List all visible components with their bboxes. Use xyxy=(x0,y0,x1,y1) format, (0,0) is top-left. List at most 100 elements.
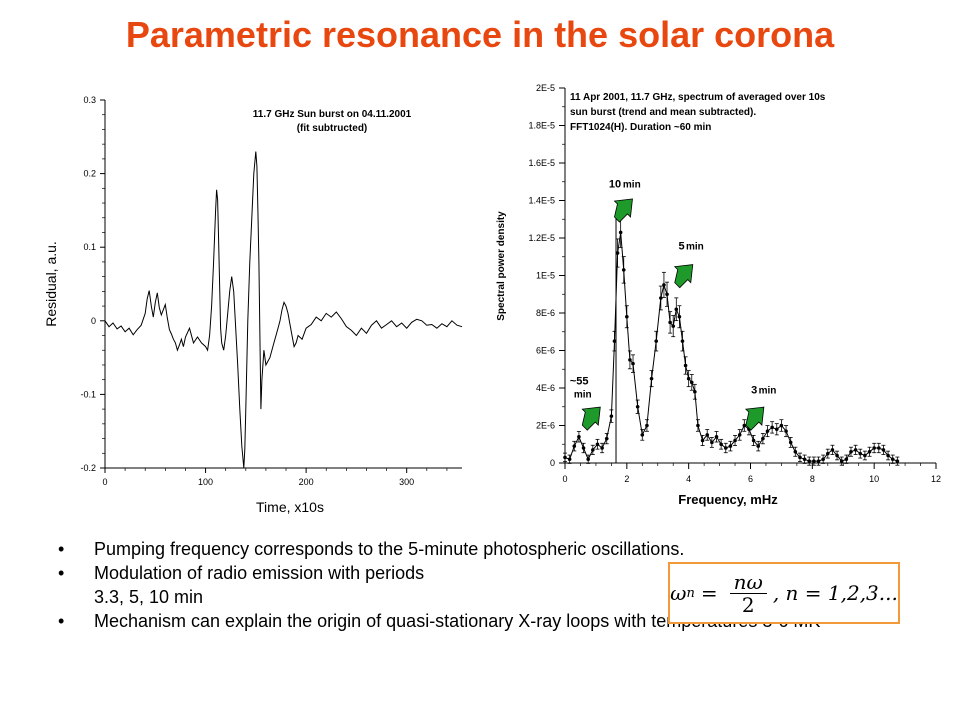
peak-label: 10 xyxy=(609,178,621,190)
power-spectrum-chart: 0 2E-6 4E-6 6E-6 8E-6 1E-5 1.2E-5 1.4E-5 1.6E-5 1… xyxy=(488,76,948,516)
data-point xyxy=(774,427,779,432)
y-tick-label: 0 xyxy=(550,458,555,468)
y-tick-label: 0.3 xyxy=(83,95,96,105)
data-point xyxy=(751,438,756,443)
green-arrow-icon xyxy=(744,406,765,431)
y-tick-label: 6E-6 xyxy=(536,346,555,356)
x-tick-label: 0 xyxy=(102,477,107,487)
peak-label-unit: min xyxy=(759,386,777,397)
y-tick-label: 1.2E-5 xyxy=(528,233,555,243)
data-point xyxy=(890,457,895,462)
data-point xyxy=(728,444,733,448)
bullet-text: Pumping frequency corresponds to the 5-m… xyxy=(94,539,685,559)
x-tick-label: 300 xyxy=(399,477,414,487)
data-point xyxy=(591,448,595,452)
y-tick-label: 1.4E-5 xyxy=(528,196,555,206)
bullet-item: • Modulation of radio emission with perio… xyxy=(58,563,425,583)
data-point xyxy=(631,361,635,366)
chart-annotation: FFT1024(H). Duration ~60 min xyxy=(570,122,711,133)
data-point xyxy=(723,446,728,450)
data-point xyxy=(802,457,807,462)
data-point xyxy=(761,436,765,441)
data-point xyxy=(858,451,863,456)
x-tick-label: 6 xyxy=(748,474,753,484)
y-tick-label: 0.1 xyxy=(83,242,96,252)
data-point xyxy=(742,423,747,428)
data-point xyxy=(839,459,844,463)
y-tick-label: 1.8E-5 xyxy=(528,121,555,131)
data-point xyxy=(595,442,600,447)
data-point xyxy=(604,436,609,441)
data-point xyxy=(674,307,679,312)
data-point xyxy=(793,449,798,454)
data-point xyxy=(640,433,645,437)
data-point xyxy=(844,457,849,462)
bullet-list: • Pumping frequency corresponds to the 5-… xyxy=(58,538,858,634)
data-point xyxy=(683,363,688,368)
data-point xyxy=(659,296,663,300)
bullet-item: • Mechanism can explain the origin of qua… xyxy=(58,611,821,631)
y-tick-label: 0 xyxy=(91,316,96,326)
data-point xyxy=(849,449,853,454)
data-point xyxy=(825,451,830,456)
data-point xyxy=(835,453,839,458)
data-point xyxy=(733,438,737,443)
data-point xyxy=(798,455,802,460)
formula-tail: , n = 1,2,3... xyxy=(772,581,898,605)
data-point xyxy=(600,446,604,450)
data-point xyxy=(765,429,770,433)
data-point xyxy=(628,358,632,362)
data-point xyxy=(816,459,821,463)
data-point xyxy=(625,314,629,319)
formula-numerator: nω xyxy=(729,571,767,594)
formula-subscript: n xyxy=(686,585,695,601)
formula-fraction: nω 2 xyxy=(729,571,767,616)
data-point xyxy=(830,448,835,452)
data-point xyxy=(662,283,666,287)
data-point xyxy=(895,459,900,463)
chart-annotation: 11 Apr 2001, 11.7 GHz, spectrum of avera… xyxy=(570,92,826,103)
data-point xyxy=(671,324,676,328)
data-point xyxy=(710,440,714,445)
y-axis-label: Spectral power density xyxy=(496,211,507,321)
data-point xyxy=(877,446,881,450)
y-tick-label: 8E-6 xyxy=(536,308,555,318)
data-point xyxy=(665,292,669,297)
bullet-continuation: 3.3, 5, 10 min xyxy=(58,586,858,608)
data-point xyxy=(881,448,886,452)
data-point xyxy=(581,446,586,450)
data-point xyxy=(677,314,682,319)
bullet-text: 3.3, 5, 10 min xyxy=(94,587,204,607)
y-axis-label: Residual, a.u. xyxy=(43,241,59,327)
peak-label-unit: min xyxy=(574,389,592,400)
x-axis-label: Time, x10s xyxy=(256,499,324,515)
x-tick-label: 2 xyxy=(624,474,629,484)
data-point xyxy=(635,404,640,409)
peak-label-unit: min xyxy=(686,241,704,252)
data-point xyxy=(649,376,654,381)
data-point xyxy=(714,434,719,439)
data-point xyxy=(645,423,649,428)
green-arrow-icon xyxy=(673,264,694,289)
green-arrow-icon xyxy=(613,198,633,223)
y-tick-label: 1.6E-5 xyxy=(528,158,555,168)
data-point xyxy=(612,339,617,343)
data-point xyxy=(621,268,626,272)
x-tick-label: 0 xyxy=(562,474,567,484)
chart-annotation: sun burst (trend and mean subtracted). xyxy=(570,107,756,118)
slide-title: Parametric resonance in the solar corona xyxy=(125,14,835,55)
y-tick-label: 0.2 xyxy=(83,169,96,179)
data-point xyxy=(886,453,890,458)
data-point xyxy=(680,339,685,343)
data-point xyxy=(821,457,825,462)
x-tick-label: 12 xyxy=(931,474,941,484)
chart-annotation: 11.7 GHz Sun burst on 04.11.2001 xyxy=(253,109,412,120)
data-point xyxy=(737,433,742,437)
data-point xyxy=(872,446,876,450)
x-tick-label: 4 xyxy=(686,474,691,484)
residual-series-line xyxy=(104,151,463,469)
x-tick-label: 200 xyxy=(299,477,314,487)
data-point xyxy=(788,440,793,445)
data-point xyxy=(567,457,572,462)
